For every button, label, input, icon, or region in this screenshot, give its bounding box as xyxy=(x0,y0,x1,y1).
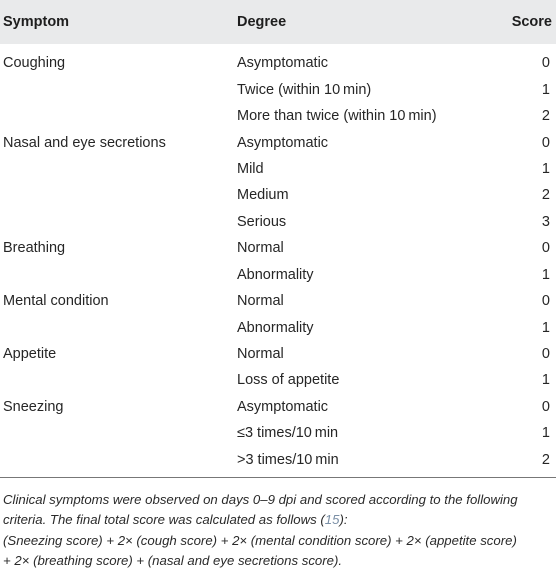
cell-symptom: Mental condition xyxy=(3,293,109,310)
table-row: Abnormality 1 xyxy=(0,314,556,340)
table-top-rule xyxy=(0,0,556,1)
header-symptom: Symptom xyxy=(3,14,70,30)
cell-degree: Loss of appetite xyxy=(237,372,340,389)
cell-degree: >3 times/10 min xyxy=(237,451,339,468)
table-row: Loss of appetite 1 xyxy=(0,367,556,393)
cell-symptom xyxy=(0,314,237,340)
table-row: Coughing Asymptomatic 0 xyxy=(0,44,556,76)
reference-link[interactable]: 15 xyxy=(324,512,340,528)
cell-degree: Twice (within 10 min) xyxy=(237,81,372,98)
header-degree: Degree xyxy=(237,14,287,30)
cell-degree: Medium xyxy=(237,187,289,204)
cell-symptom xyxy=(0,420,237,446)
footnote-line-3: (Sneezing score) + 2× (cough score) + 2×… xyxy=(3,532,517,548)
table-row: Abnormality 1 xyxy=(0,262,556,288)
cell-degree: Asymptomatic xyxy=(237,134,329,151)
cell-degree: Normal xyxy=(237,293,284,310)
cell-degree: Serious xyxy=(237,213,287,230)
cell-degree: Normal xyxy=(237,346,284,363)
cell-symptom xyxy=(0,447,237,473)
cell-degree: Asymptomatic xyxy=(237,398,329,415)
table-row: Mental condition Normal 0 xyxy=(0,288,556,314)
table-footnote: Clinical symptoms were observed on days … xyxy=(3,490,555,572)
cell-symptom: Appetite xyxy=(3,346,57,363)
cell-score: 1 xyxy=(541,425,550,442)
cell-score: 1 xyxy=(541,81,550,98)
cell-degree: ≤3 times/10 min xyxy=(237,425,339,442)
cell-symptom xyxy=(0,209,237,235)
table-row: Nasal and eye secretions Asymptomatic 0 xyxy=(0,129,556,155)
cell-score: 1 xyxy=(541,319,550,336)
cell-degree: Asymptomatic xyxy=(237,55,329,72)
cell-score: 0 xyxy=(541,134,550,151)
cell-symptom: Coughing xyxy=(3,55,66,72)
footnote-line-1: Clinical symptoms were observed on days … xyxy=(3,492,518,507)
table-row: ≤3 times/10 min 1 xyxy=(0,420,556,446)
cell-symptom xyxy=(0,367,237,393)
cell-degree: Abnormality xyxy=(237,266,314,283)
table-body: Coughing Asymptomatic 0 Twice (within 10 mi… xyxy=(0,44,556,473)
cell-score: 0 xyxy=(541,55,550,72)
cell-degree: Normal xyxy=(237,240,284,257)
table-row: Medium 2 xyxy=(0,182,556,208)
cell-score: 0 xyxy=(541,398,550,415)
cell-symptom xyxy=(0,262,237,288)
footnote-line-2: criteria. The final total score was calc… xyxy=(3,510,555,530)
cell-score: 2 xyxy=(541,108,550,125)
cell-symptom xyxy=(0,103,237,129)
cell-symptom: Breathing xyxy=(3,240,66,257)
cell-symptom: Nasal and eye secretions xyxy=(3,134,166,151)
cell-degree: More than twice (within 10 min) xyxy=(237,108,437,125)
cell-degree: Abnormality xyxy=(237,319,314,336)
cell-symptom xyxy=(0,182,237,208)
cell-score: 0 xyxy=(541,240,550,257)
table-row: Sneezing Asymptomatic 0 xyxy=(0,394,556,420)
symptom-score-table: Symptom Degree Score Coughing Asymptomati… xyxy=(0,0,556,473)
table-bottom-rule xyxy=(0,477,556,478)
cell-score: 0 xyxy=(541,293,550,310)
table-row: Mild 1 xyxy=(0,156,556,182)
cell-score: 1 xyxy=(541,160,550,177)
footnote-line-2-end: ): xyxy=(339,512,348,528)
cell-score: 2 xyxy=(541,187,550,204)
table-header-row: Symptom Degree Score xyxy=(0,0,556,44)
cell-score: 0 xyxy=(541,346,550,363)
header-score: Score xyxy=(511,14,552,30)
table-row: More than twice (within 10 min) 2 xyxy=(0,103,556,129)
footnote-line-4: + 2× (breathing score) + (nasal and eye … xyxy=(3,553,343,569)
table-row: >3 times/10 min 2 xyxy=(0,447,556,473)
cell-symptom xyxy=(0,76,237,102)
cell-score: 1 xyxy=(541,372,550,389)
cell-score: 2 xyxy=(541,451,550,468)
table-row: Twice (within 10 min) 1 xyxy=(0,76,556,102)
cell-symptom: Sneezing xyxy=(3,398,64,415)
table-row: Appetite Normal 0 xyxy=(0,341,556,367)
cell-symptom xyxy=(0,156,237,182)
footnote-line-2-text: criteria. The final total score was calc… xyxy=(3,512,325,528)
cell-score: 1 xyxy=(541,266,550,283)
table-row: Serious 3 xyxy=(0,209,556,235)
table-row: Breathing Normal 0 xyxy=(0,235,556,261)
cell-degree: Mild xyxy=(237,160,264,177)
cell-score: 3 xyxy=(541,213,550,230)
